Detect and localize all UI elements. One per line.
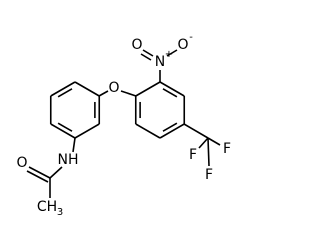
bond (140, 53, 152, 61)
bond (50, 81, 76, 97)
bond (183, 123, 209, 139)
bond (74, 123, 100, 139)
atom-label: F (189, 147, 197, 163)
bond (162, 88, 178, 98)
charge: - (189, 32, 193, 43)
bond (166, 49, 178, 57)
bonds (26, 49, 221, 198)
atom-label: F (205, 167, 213, 183)
atom-label: O (131, 37, 142, 53)
bond (198, 137, 209, 149)
charge: + (165, 49, 173, 60)
bond (98, 90, 109, 97)
bond (26, 170, 49, 183)
atom-label: O (16, 155, 27, 171)
bond (207, 137, 210, 167)
bond (135, 123, 161, 139)
atom-label: O (108, 80, 119, 96)
bond (162, 122, 178, 132)
bond (120, 90, 137, 97)
bond (74, 81, 100, 97)
atom-label: F (223, 141, 231, 157)
bond (207, 137, 221, 146)
subscript: 3 (57, 207, 63, 218)
atom-label: O (177, 37, 188, 53)
atom-label: CH (37, 199, 57, 215)
bond (159, 81, 185, 97)
bond (142, 49, 154, 57)
bond (28, 166, 51, 179)
atom-label: N (155, 54, 165, 70)
bond (72, 137, 76, 153)
bond (49, 166, 63, 179)
bond (159, 123, 185, 139)
atom-label: NH (58, 152, 79, 168)
bond (135, 81, 161, 97)
bond (57, 88, 73, 98)
molecule: O N + O - O F F F NH O CH 3 (16, 32, 231, 218)
bond (50, 123, 76, 139)
bond (57, 122, 73, 132)
